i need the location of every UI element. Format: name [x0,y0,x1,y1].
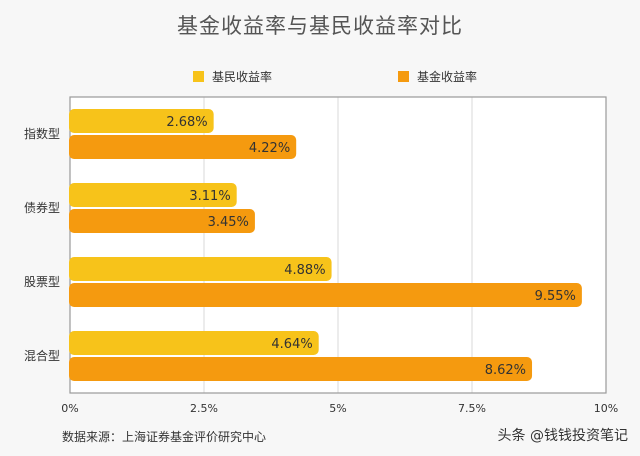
bar-value-label: 3.45% [208,215,249,230]
legend-item-fund: 基金收益率 [398,68,477,85]
bar-value-label: 4.88% [284,263,325,278]
bar-value-label: 4.22% [249,141,290,156]
legend-label-fund: 基金收益率 [417,70,478,84]
bar-value-label: 4.64% [271,337,312,352]
legend-item-investor: 基民收益率 [193,68,272,85]
bar-value-label: 9.55% [535,289,576,304]
x-tick-label: 5% [329,402,346,415]
bar [69,183,237,207]
bar [69,357,533,381]
legend-swatch-investor [193,71,204,82]
legend-swatch-fund [398,71,409,82]
bar-value-label: 3.11% [189,189,230,204]
bar [69,257,332,281]
bar-value-label: 8.62% [485,363,526,378]
legend-label-investor: 基民收益率 [212,70,273,84]
plot-frame [69,96,607,394]
bar [69,135,297,159]
x-tick-label: 10% [594,402,618,415]
x-tick-label: 0% [61,402,78,415]
y-category-label: 指数型 [24,126,60,141]
y-category-label: 股票型 [24,275,60,289]
source-note: 数据来源：上海证券基金评价研究中心 [62,430,267,444]
bar [69,109,214,133]
bar [69,331,319,355]
watermark: 头条 @钱钱投资笔记 [497,428,628,444]
y-category-label: 混合型 [24,348,60,363]
x-tick-label: 7.5% [458,402,486,415]
x-tick-label: 2.5% [190,402,218,415]
bar-value-label: 2.68% [166,115,207,130]
bar [69,209,255,233]
chart-title: 基金收益率与基民收益率对比 [177,14,463,38]
bar [69,283,582,307]
y-category-label: 债券型 [24,200,60,215]
